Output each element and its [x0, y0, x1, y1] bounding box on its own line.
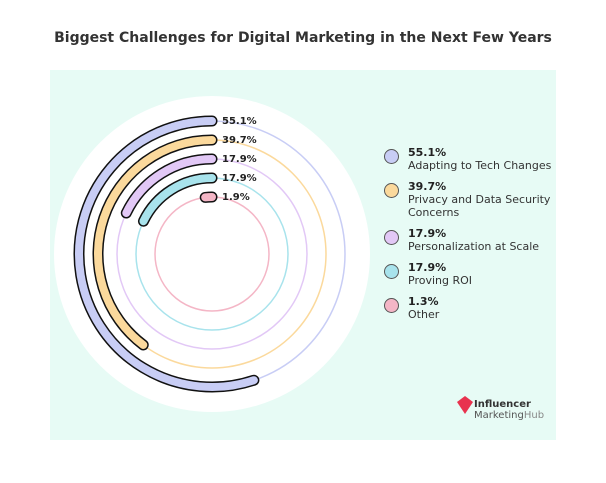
- legend-swatch: [384, 149, 399, 164]
- legend-text: 55.1%Adapting to Tech Changes: [408, 146, 551, 172]
- legend-swatch: [384, 183, 399, 198]
- logo-text: Influencer: [474, 399, 531, 410]
- legend-swatch: [384, 230, 399, 245]
- value-label: 1.9%: [222, 192, 250, 203]
- legend-swatch: [384, 264, 399, 279]
- legend-label: Other: [408, 308, 439, 321]
- legend-value: 1.3%: [408, 295, 439, 308]
- legend-item: 17.9%Proving ROI: [384, 261, 554, 287]
- value-label: 55.1%: [222, 116, 257, 127]
- legend-text: 1.3%Other: [408, 295, 439, 321]
- chart-title: Biggest Challenges for Digital Marketing…: [54, 30, 552, 46]
- logo-text: MarketingHub: [474, 410, 544, 421]
- legend-text: 17.9%Personalization at Scale: [408, 227, 539, 253]
- value-label: 39.7%: [222, 135, 257, 146]
- legend-label: Privacy and Data Security Concerns: [408, 193, 554, 219]
- legend-item: 1.3%Other: [384, 295, 554, 321]
- legend-label: Proving ROI: [408, 274, 472, 287]
- legend-label: Personalization at Scale: [408, 240, 539, 253]
- legend-item: 55.1%Adapting to Tech Changes: [384, 146, 554, 172]
- legend-value: 17.9%: [408, 261, 472, 274]
- legend-value: 55.1%: [408, 146, 551, 159]
- legend: 55.1%Adapting to Tech Changes 39.7%Priva…: [384, 146, 554, 329]
- legend-value: 17.9%: [408, 227, 539, 240]
- value-label: 17.9%: [222, 154, 257, 165]
- legend-text: 17.9%Proving ROI: [408, 261, 472, 287]
- value-label: 17.9%: [222, 173, 257, 184]
- legend-item: 39.7%Privacy and Data Security Concerns: [384, 180, 554, 219]
- logo-text: Marketing: [474, 410, 524, 421]
- legend-text: 39.7%Privacy and Data Security Concerns: [408, 180, 554, 219]
- logo-text: Hub: [524, 410, 544, 421]
- legend-swatch: [384, 298, 399, 313]
- legend-label: Adapting to Tech Changes: [408, 159, 551, 172]
- legend-value: 39.7%: [408, 180, 554, 193]
- legend-item: 17.9%Personalization at Scale: [384, 227, 554, 253]
